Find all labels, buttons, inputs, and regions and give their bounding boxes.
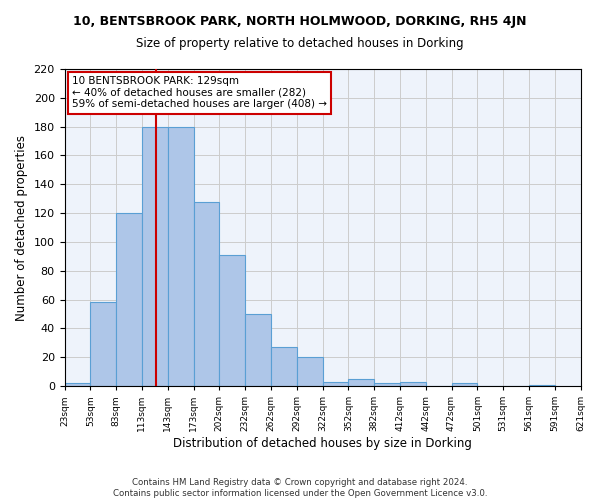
Bar <box>168 126 194 386</box>
Bar <box>374 383 400 386</box>
Bar <box>194 202 220 386</box>
Text: Size of property relative to detached houses in Dorking: Size of property relative to detached ho… <box>136 38 464 51</box>
Bar <box>400 382 426 386</box>
Bar <box>271 347 297 386</box>
Bar <box>91 302 116 386</box>
Bar <box>220 255 245 386</box>
Bar <box>323 382 349 386</box>
Bar <box>116 213 142 386</box>
Bar <box>452 383 478 386</box>
Bar <box>245 314 271 386</box>
X-axis label: Distribution of detached houses by size in Dorking: Distribution of detached houses by size … <box>173 437 472 450</box>
Text: 10, BENTSBROOK PARK, NORTH HOLMWOOD, DORKING, RH5 4JN: 10, BENTSBROOK PARK, NORTH HOLMWOOD, DOR… <box>73 15 527 28</box>
Text: 10 BENTSBROOK PARK: 129sqm
← 40% of detached houses are smaller (282)
59% of sem: 10 BENTSBROOK PARK: 129sqm ← 40% of deta… <box>72 76 327 110</box>
Bar <box>297 357 323 386</box>
Bar <box>142 126 168 386</box>
Y-axis label: Number of detached properties: Number of detached properties <box>15 134 28 320</box>
Text: Contains HM Land Registry data © Crown copyright and database right 2024.
Contai: Contains HM Land Registry data © Crown c… <box>113 478 487 498</box>
Bar <box>529 384 555 386</box>
Bar <box>65 383 91 386</box>
Bar <box>349 379 374 386</box>
